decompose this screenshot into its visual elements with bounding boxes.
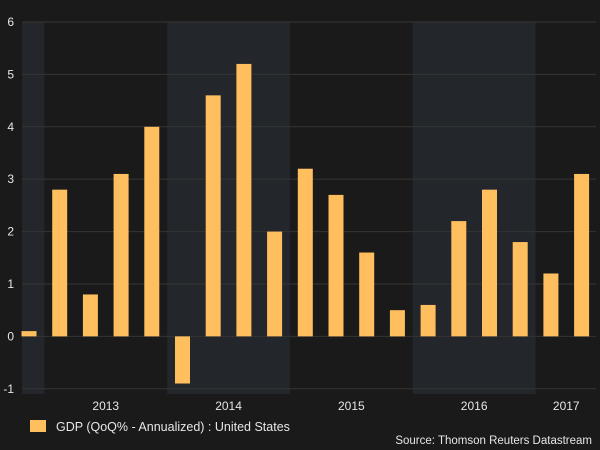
bar-2015-Q2 <box>328 194 344 337</box>
source-credit: Source: Thomson Reuters Datastream <box>395 435 592 447</box>
bar-2016-Q2 <box>451 221 467 337</box>
bar-2015-Q1 <box>297 168 313 337</box>
shaded-periods <box>22 22 536 394</box>
bar-2016-Q4 <box>512 242 528 337</box>
x-year-label-2014: 2014 <box>215 399 242 413</box>
x-year-label-2017: 2017 <box>553 399 580 413</box>
y-tick-label: 6 <box>7 15 14 29</box>
y-tick-label: -1 <box>3 382 14 396</box>
legend-swatch <box>30 420 46 432</box>
y-axis-ticks: -1 0 1 2 3 4 5 6 <box>3 15 14 396</box>
y-tick-label: 2 <box>7 225 14 239</box>
bar-2014-Q2 <box>205 95 221 337</box>
bars <box>21 63 590 384</box>
shaded-period-1 <box>22 22 45 394</box>
bar-2013-Q3 <box>113 173 129 337</box>
x-year-label-2015: 2015 <box>338 399 365 413</box>
x-year-label-2013: 2013 <box>92 399 119 413</box>
bar-2013-Q2 <box>82 294 98 337</box>
bar-2017-Q2 <box>574 173 590 337</box>
bar-2015-Q4 <box>389 310 405 337</box>
legend: GDP (QoQ% - Annualized) : United States <box>30 420 290 434</box>
bar-2015-Q3 <box>359 252 375 337</box>
y-tick-label: 1 <box>7 277 14 291</box>
bar-2014-Q1 <box>175 336 190 384</box>
bar-2013-Q1 <box>52 189 68 337</box>
bar-2014-Q4 <box>267 231 283 337</box>
x-year-label-2016: 2016 <box>461 399 488 413</box>
y-tick-label: 0 <box>7 329 14 343</box>
x-axis-year-labels: 2013 2014 2015 2016 2017 <box>92 399 580 413</box>
bar-2017-Q1 <box>543 273 559 337</box>
y-tick-label: 3 <box>7 172 14 186</box>
shaded-period-3 <box>412 22 536 394</box>
bar-2016-Q3 <box>482 189 497 337</box>
bar-2013-Q4 <box>144 126 160 337</box>
legend-label: GDP (QoQ% - Annualized) : United States <box>56 420 290 434</box>
bar-2012-Q4 <box>21 331 37 337</box>
bar-2014-Q3 <box>236 63 252 337</box>
bar-2016-Q1 <box>420 304 436 337</box>
y-tick-label: 5 <box>7 67 14 81</box>
y-tick-label: 4 <box>7 120 14 134</box>
